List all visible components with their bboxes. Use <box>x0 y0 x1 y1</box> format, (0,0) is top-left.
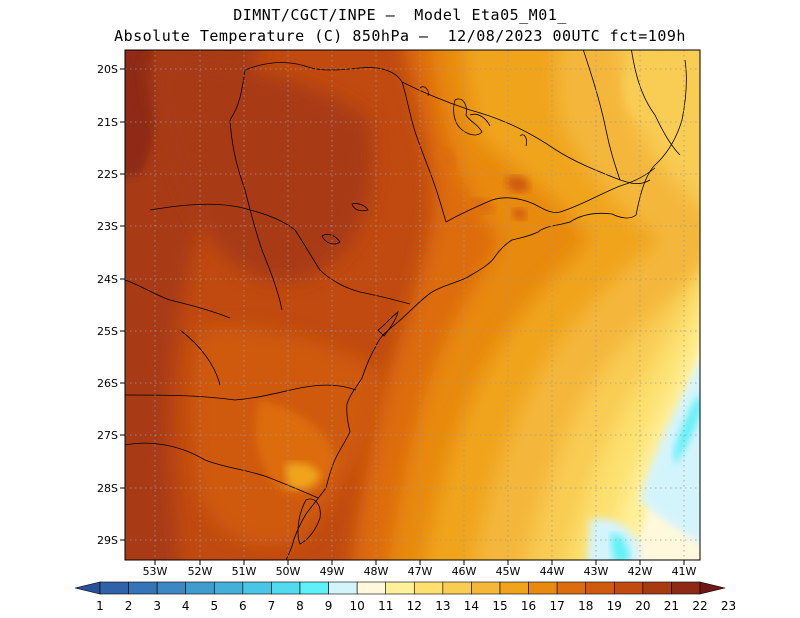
lat-label: 24S <box>97 273 118 286</box>
colorbar-label: 8 <box>296 599 304 613</box>
colorbar-swatch <box>671 581 701 595</box>
colorbar-label: 18 <box>578 599 593 613</box>
lon-label: 43W <box>584 565 609 578</box>
lon-label: 44W <box>540 565 565 578</box>
colorbar-label: 13 <box>435 599 450 613</box>
colorbar-label: 11 <box>378 599 393 613</box>
colorbar-swatch <box>499 581 529 595</box>
lat-label: 23S <box>97 220 118 233</box>
lon-label: 45W <box>496 565 521 578</box>
lat-label: 25S <box>97 325 118 338</box>
colorbar-swatch <box>442 581 472 595</box>
lon-label: 42W <box>628 565 653 578</box>
lon-label: 50W <box>276 565 301 578</box>
temperature-field <box>125 50 700 560</box>
colorbar-swatch <box>413 581 444 595</box>
y-axis-labels: 20S 21S 22S 23S 24S 25S 26S 27S 28S 29S <box>97 63 118 547</box>
colorbar-label: 9 <box>325 599 333 613</box>
colorbar-label: 14 <box>464 599 479 613</box>
lon-label: 41W <box>672 565 697 578</box>
lon-label: 53W <box>143 565 168 578</box>
y-axis-ticks <box>120 68 125 541</box>
lat-label: 22S <box>97 168 118 181</box>
colorbar-swatch <box>156 581 187 595</box>
x-axis-labels: 53W 52W 51W 50W 49W 48W 47W 46W 45W 44W … <box>143 565 697 578</box>
grid-lines <box>125 50 700 560</box>
colorbar-label: 15 <box>492 599 507 613</box>
colorbar-label: 2 <box>125 599 133 613</box>
x-axis-ticks <box>154 560 685 565</box>
colorbar-swatch <box>213 581 244 595</box>
colorbar-label: 22 <box>692 599 707 613</box>
lon-label: 52W <box>188 565 213 578</box>
title-line-2: Absolute Temperature (C) 850hPa – 12/08/… <box>114 27 686 45</box>
colorbar-swatch <box>385 581 415 595</box>
colorbar-label: 6 <box>239 599 247 613</box>
lon-label: 49W <box>320 565 345 578</box>
lon-label: 48W <box>364 565 389 578</box>
lon-label: 51W <box>232 565 257 578</box>
colorbar-label: 12 <box>407 599 422 613</box>
colorbar-label: 10 <box>350 599 365 613</box>
lat-label: 27S <box>97 429 118 442</box>
coastlines-and-borders <box>125 50 687 560</box>
colorbar-label: 5 <box>210 599 218 613</box>
colorbar-label: 17 <box>550 599 565 613</box>
lon-label: 47W <box>408 565 433 578</box>
title-line-1: DIMNT/CGCT/INPE – Model Eta05_M01_ <box>233 6 567 24</box>
colorbar-swatch <box>471 581 501 595</box>
lon-label: 46W <box>452 565 477 578</box>
plot-frame <box>124 49 701 561</box>
lat-label: 21S <box>97 116 118 129</box>
colorbar-arrow-high <box>699 581 726 595</box>
lat-label: 29S <box>97 534 118 547</box>
colorbar-swatch <box>556 581 587 595</box>
colorbar-label: 19 <box>607 599 622 613</box>
colorbar-label: 21 <box>664 599 679 613</box>
colorbar-swatch <box>613 581 644 595</box>
colorbar-swatch <box>528 581 558 595</box>
colorbar-label: 3 <box>153 599 161 613</box>
colorbar-swatch <box>328 581 358 595</box>
lat-label: 28S <box>97 482 118 495</box>
colorbar-label: 16 <box>521 599 536 613</box>
colorbar-swatch <box>585 581 615 595</box>
colorbar-swatch <box>99 581 129 595</box>
colorbar-swatch <box>185 581 215 595</box>
colorbar-swatch <box>242 581 272 595</box>
colorbar-label: 7 <box>268 599 276 613</box>
colorbar-label: 23 <box>721 599 736 613</box>
lat-label: 20S <box>97 63 118 76</box>
colorbar-swatch <box>271 581 301 595</box>
colorbar-swatch <box>299 581 329 595</box>
colorbar-label: 20 <box>635 599 650 613</box>
colorbar-swatch <box>356 581 387 595</box>
colorbar-label: 4 <box>182 599 190 613</box>
colorbar-swatch <box>642 581 672 595</box>
colorbar-arrow-low <box>74 581 101 595</box>
lat-label: 26S <box>97 377 118 390</box>
colorbar: 1 2 3 4 5 6 7 8 9 10 11 12 13 14 15 16 17 18 19 20 21 22 23 <box>74 581 736 613</box>
colorbar-swatch <box>128 581 158 595</box>
colorbar-label: 1 <box>96 599 104 613</box>
